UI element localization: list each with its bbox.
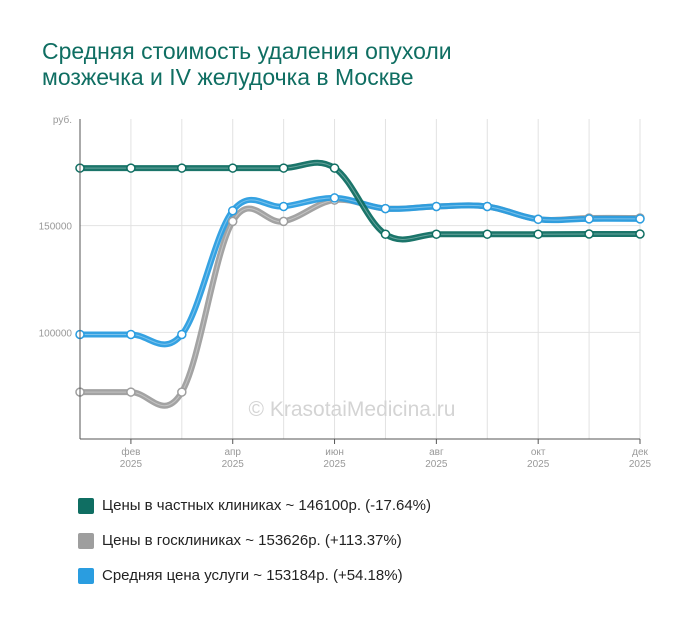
data-point: [329, 193, 340, 203]
legend-swatch-public: [78, 532, 94, 549]
legend: Цены в частных клиниках ~ 146100р. (-17.…: [78, 488, 431, 593]
series-line-highlight-1: [80, 197, 641, 345]
series-line-0: [77, 196, 643, 409]
watermark: © KrasotaiMedicina.ru: [249, 398, 456, 421]
data-point: [227, 163, 238, 173]
x-tick-label-year: 2025: [323, 459, 346, 470]
data-point: [177, 387, 187, 397]
series-lines: [77, 159, 643, 409]
legend-item-average[interactable]: Средняя цена услуги ~ 153184р. (+54.18%): [78, 558, 431, 593]
legend-item-private[interactable]: Цены в частных клиниках ~ 146100р. (-17.…: [78, 488, 431, 523]
legend-item-public[interactable]: Цены в госклиниках ~ 153626р. (+113.37%): [78, 523, 431, 558]
data-point: [126, 387, 136, 397]
data-point: [431, 229, 442, 239]
data-points: [75, 163, 645, 397]
series-line-highlight-2: [79, 162, 641, 240]
x-tick-label-month: апр: [224, 447, 241, 458]
data-point: [380, 203, 391, 214]
x-tick-label-month: фев: [121, 446, 140, 458]
data-point: [329, 163, 340, 173]
axes: 150000100000руб.фев2025апр2025июн2025авг…: [39, 114, 652, 470]
data-point: [278, 201, 289, 212]
data-point: [278, 163, 289, 173]
x-tick-label-month: июн: [325, 447, 344, 458]
x-tick-label-year: 2025: [629, 459, 652, 470]
data-point: [635, 229, 645, 239]
data-point: [584, 214, 594, 224]
data-point: [635, 214, 645, 224]
x-tick-label-year: 2025: [120, 459, 143, 470]
x-tick-label-month: окт: [531, 447, 546, 458]
data-point: [227, 205, 238, 216]
x-tick-label-year: 2025: [425, 459, 448, 470]
chart-title-line-2: мозжечка и IV желудочка в Москве: [42, 64, 414, 90]
data-point: [278, 216, 289, 227]
x-tick-label-year: 2025: [527, 459, 550, 470]
data-point: [380, 229, 391, 239]
legend-swatch-private: [78, 497, 94, 514]
data-point: [227, 216, 238, 227]
y-tick-label: 150000: [39, 222, 73, 233]
data-point: [533, 214, 543, 225]
legend-label-private: Цены в частных клиниках ~ 146100р. (-17.…: [102, 497, 432, 514]
data-point: [482, 201, 493, 212]
legend-swatch-average: [78, 567, 94, 584]
x-tick-label-year: 2025: [222, 459, 245, 470]
data-point: [431, 201, 442, 212]
series-line-highlight-0: [79, 199, 641, 407]
line-chart: © KrasotaiMedicina.ru 150000 100000 руб. фе…: [39, 114, 652, 470]
data-point: [126, 329, 136, 340]
data-point: [177, 329, 187, 340]
chart-title-line-1: Средняя стоимость удаления опухоли: [42, 38, 452, 64]
data-point: [177, 163, 187, 173]
data-point: [126, 163, 136, 173]
y-axis-unit-label: руб.: [53, 114, 72, 126]
data-point: [533, 229, 543, 239]
data-point: [482, 229, 493, 239]
legend-label-average: Средняя цена услуги ~ 153184р. (+54.18%): [102, 567, 403, 584]
legend-label-public: Цены в госклиниках ~ 153626р. (+113.37%): [102, 532, 402, 549]
x-tick-label-month: авг: [429, 447, 444, 458]
x-tick-label-month: дек: [632, 447, 648, 458]
chart-title: Средняя стоимость удаления опухоли мозже…: [42, 38, 662, 90]
y-tick-label: 100000: [39, 328, 73, 339]
data-point: [584, 229, 594, 239]
